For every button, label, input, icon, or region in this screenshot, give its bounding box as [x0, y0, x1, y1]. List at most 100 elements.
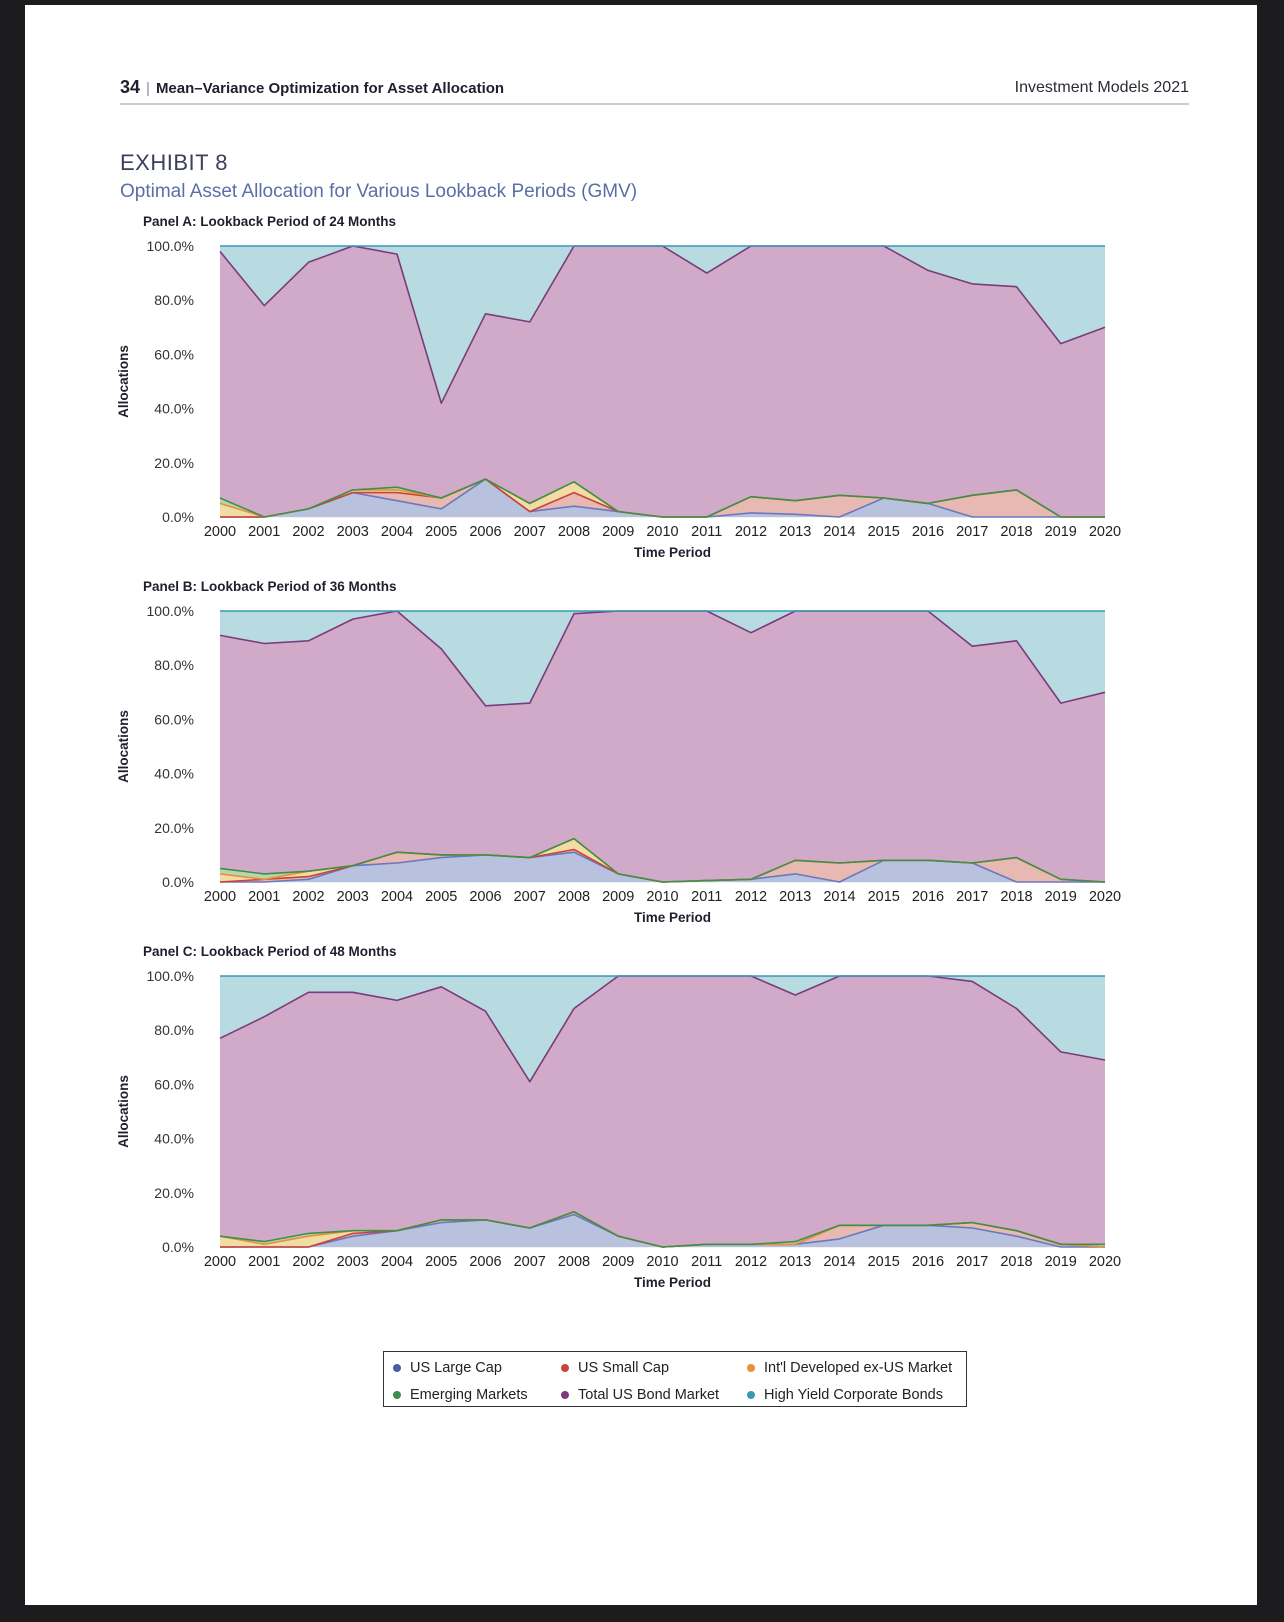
- x-tick-label: 2002: [292, 1254, 324, 1270]
- legend-label: Int'l Developed ex-US Market: [764, 1359, 953, 1376]
- x-tick-label: 2002: [292, 889, 324, 905]
- x-tick-label: 2011: [691, 889, 722, 905]
- area-total-us-bond-market: [220, 611, 1105, 882]
- x-tick-label: 2000: [204, 524, 236, 540]
- x-tick-label: 2004: [381, 524, 413, 540]
- x-tick-label: 2013: [779, 1254, 811, 1270]
- x-tick-label: 2002: [292, 524, 324, 540]
- x-tick-label: 2009: [602, 1254, 634, 1270]
- x-tick-label: 2003: [337, 889, 369, 905]
- x-tick-label: 2013: [779, 524, 811, 540]
- document-page: 34 | Mean–Variance Optimization for Asset …: [25, 5, 1257, 1605]
- exhibit-title: Optimal Asset Allocation for Various Loo…: [120, 181, 638, 202]
- x-tick-label: 2012: [735, 1254, 767, 1270]
- legend-item: Total US Bond Market: [561, 1381, 747, 1408]
- series-line-emerging-markets: [219, 478, 1105, 518]
- x-tick-label: 2008: [558, 524, 590, 540]
- x-tick-label: 2017: [956, 889, 988, 905]
- area-us-large-cap: [220, 479, 1105, 517]
- x-tick-label: 2007: [514, 889, 546, 905]
- x-tick-label: 2000: [204, 889, 236, 905]
- legend-item: Emerging Markets: [393, 1381, 561, 1408]
- x-tick-label: 2009: [602, 524, 634, 540]
- series-line-emerging-markets: [219, 1211, 1105, 1248]
- x-tick-label: 2019: [1045, 1254, 1077, 1270]
- area-high-yield-corporate-bonds: [220, 611, 1105, 706]
- x-tick-label: 2001: [248, 1254, 280, 1270]
- x-tick-label: 2019: [1045, 524, 1077, 540]
- y-tick-label: 40.0%: [154, 401, 194, 417]
- x-tick-label: 2006: [469, 524, 501, 540]
- x-tick-label: 2000: [204, 1254, 236, 1270]
- legend-label: Emerging Markets: [410, 1386, 528, 1403]
- x-tick-label: 2011: [691, 524, 722, 540]
- x-tick-label: 2001: [248, 889, 280, 905]
- chart-panel-a: Panel A: Lookback Period of 24 Months 0.0…: [116, 214, 1121, 560]
- x-tick-label: 2009: [602, 889, 634, 905]
- x-tick-label: 2003: [337, 524, 369, 540]
- area-high-yield-corporate-bonds: [220, 246, 1105, 404]
- x-tick-label: 2010: [646, 889, 678, 905]
- legend-marker: [747, 1363, 755, 1372]
- chart-panel-c: Panel C: Lookback Period of 48 Months 0.0…: [116, 944, 1121, 1290]
- x-tick-label: 2019: [1045, 889, 1077, 905]
- area-int-l-developed-ex-us-market: [220, 1211, 1105, 1247]
- legend-item: US Small Cap: [561, 1354, 747, 1381]
- x-tick-label: 2010: [646, 524, 678, 540]
- x-tick-label: 2012: [735, 889, 767, 905]
- x-tick-label: 2018: [1000, 889, 1032, 905]
- y-axis-label: Allocations: [116, 345, 131, 418]
- x-tick-label: 2006: [469, 1254, 501, 1270]
- exhibit-label: EXHIBIT 8: [120, 150, 229, 175]
- x-axis-label: Time Period: [634, 1275, 711, 1290]
- legend-item: High Yield Corporate Bonds: [747, 1381, 975, 1408]
- y-tick-label: 0.0%: [162, 1239, 194, 1255]
- x-tick-label: 2017: [956, 1254, 988, 1270]
- x-tick-label: 2010: [646, 1254, 678, 1270]
- publication-title: Investment Models 2021: [1014, 79, 1189, 96]
- panel-title: Panel B: Lookback Period of 36 Months: [143, 579, 397, 594]
- x-tick-label: 2013: [779, 889, 811, 905]
- x-tick-label: 2005: [425, 1254, 457, 1270]
- legend-label: High Yield Corporate Bonds: [764, 1386, 943, 1403]
- x-tick-label: 2008: [558, 889, 590, 905]
- x-tick-label: 2004: [381, 889, 413, 905]
- y-tick-label: 40.0%: [154, 766, 194, 782]
- legend-label: US Large Cap: [410, 1359, 502, 1376]
- running-header: 34 | Mean–Variance Optimization for Asset …: [120, 73, 1189, 105]
- chart-legend: US Large Cap US Small Cap Int'l Developed …: [383, 1351, 967, 1407]
- x-tick-label: 2015: [868, 524, 900, 540]
- x-tick-label: 2007: [514, 524, 546, 540]
- area-us-small-cap: [220, 479, 1105, 517]
- x-tick-label: 2004: [381, 1254, 413, 1270]
- legend-item: US Large Cap: [393, 1354, 561, 1381]
- y-tick-label: 20.0%: [154, 455, 194, 471]
- y-axis-label: Allocations: [116, 1075, 131, 1148]
- x-tick-label: 2016: [912, 1254, 944, 1270]
- y-tick-label: 60.0%: [154, 711, 194, 727]
- x-tick-label: 2003: [337, 1254, 369, 1270]
- chart-panel-b: Panel B: Lookback Period of 36 Months 0.0…: [116, 579, 1121, 925]
- y-axis-label: Allocations: [116, 710, 131, 783]
- legend-marker: [561, 1390, 569, 1399]
- area-total-us-bond-market: [220, 246, 1105, 517]
- x-tick-label: 2014: [823, 524, 855, 540]
- y-tick-label: 20.0%: [154, 820, 194, 836]
- x-tick-label: 2014: [823, 889, 855, 905]
- x-tick-label: 2020: [1089, 524, 1121, 540]
- y-tick-label: 60.0%: [154, 1076, 194, 1092]
- area-high-yield-corporate-bonds: [220, 976, 1105, 1082]
- legend-label: US Small Cap: [578, 1359, 670, 1376]
- y-tick-label: 80.0%: [154, 1022, 194, 1038]
- legend-marker: [393, 1390, 401, 1399]
- y-tick-label: 80.0%: [154, 657, 194, 673]
- y-tick-label: 100.0%: [147, 968, 194, 984]
- panel-title: Panel A: Lookback Period of 24 Months: [143, 214, 396, 229]
- y-tick-label: 60.0%: [154, 346, 194, 362]
- chapter-title: Mean–Variance Optimization for Asset All…: [155, 80, 505, 97]
- legend-marker: [561, 1363, 569, 1372]
- x-tick-label: 2020: [1089, 889, 1121, 905]
- x-axis-label: Time Period: [634, 545, 711, 560]
- y-tick-label: 0.0%: [162, 874, 194, 890]
- y-tick-label: 80.0%: [154, 292, 194, 308]
